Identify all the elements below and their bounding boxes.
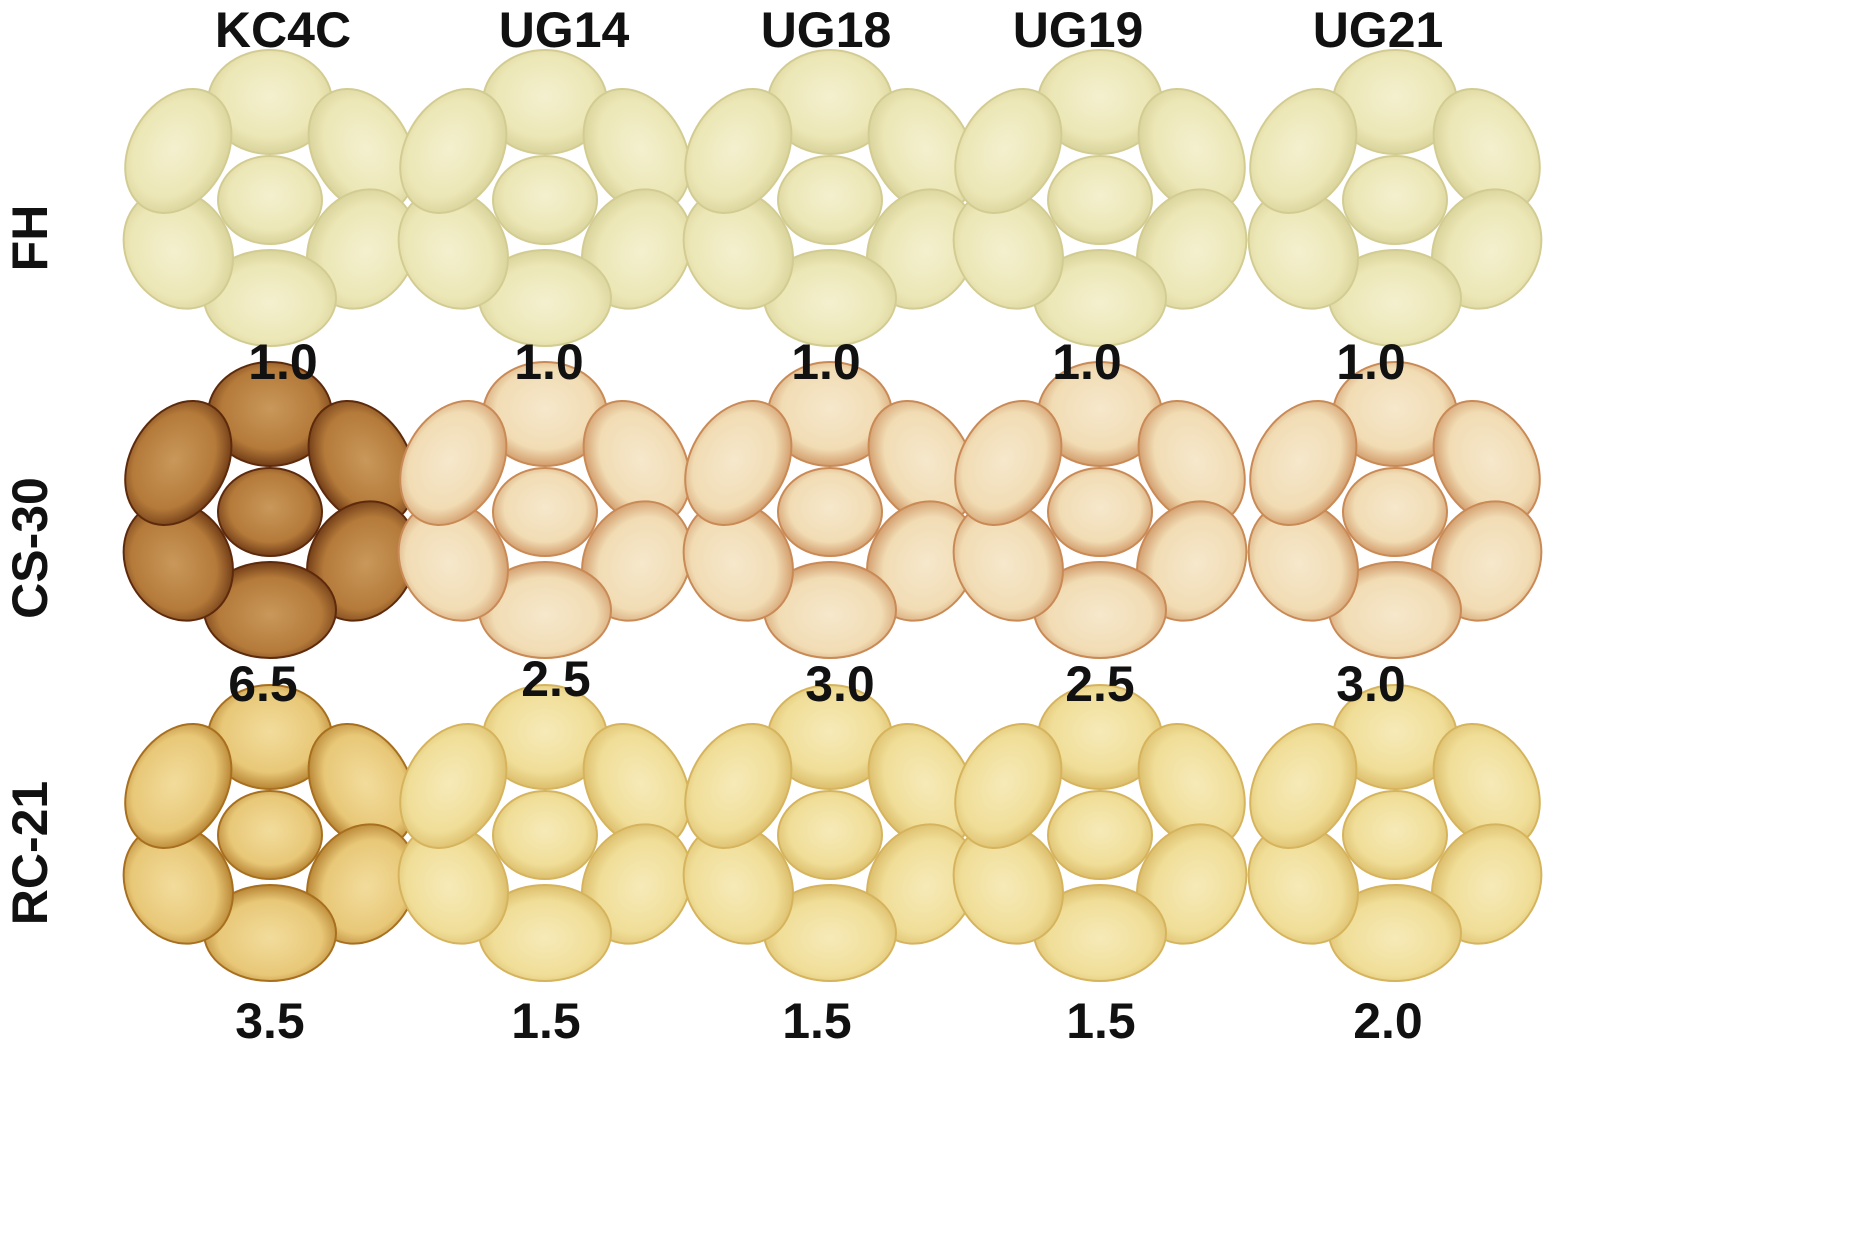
- chip-rosette-fh-ug14: [397, 49, 693, 347]
- chip-rosette-fh-ug21: [1247, 49, 1543, 347]
- chip-slice: [399, 400, 508, 526]
- score-rc21-ug14: 1.5: [511, 993, 581, 1049]
- chip-rosette-rc-21-ug19: [952, 684, 1248, 982]
- chip-rosette-rc-21-ug18: [682, 684, 978, 982]
- chip-rosette-fh-ug18: [682, 49, 978, 347]
- chip-rosette-fh-ug19: [952, 49, 1248, 347]
- chip-slice: [684, 723, 793, 849]
- chip-slice: [217, 790, 323, 880]
- chip-rosette-rc-21-kc4c: [122, 684, 418, 982]
- chip-slice: [1047, 155, 1153, 245]
- chip-rosette-cs-30-ug18: [682, 361, 978, 659]
- score-rc21-ug19: 1.5: [1066, 993, 1136, 1049]
- score-cs30-ug19: 2.5: [1065, 656, 1135, 712]
- chip-slice: [492, 155, 598, 245]
- chip-slice: [124, 88, 233, 214]
- chip-slice: [684, 88, 793, 214]
- column-label-ug18: UG18: [760, 2, 892, 58]
- chip-slice: [492, 467, 598, 557]
- chip-rosette-rc-21-ug14: [397, 684, 693, 982]
- column-label-kc4c: KC4C: [214, 2, 352, 58]
- chip-slice: [954, 400, 1063, 526]
- column-label-ug19: UG19: [1012, 2, 1144, 58]
- chip-slice: [1249, 400, 1358, 526]
- score-rc21-ug18: 1.5: [782, 993, 852, 1049]
- chip-slice: [1047, 790, 1153, 880]
- chip-slice: [1342, 155, 1448, 245]
- chip-rosette-cs-30-ug21: [1247, 361, 1543, 659]
- chip-slice: [954, 88, 1063, 214]
- score-cs30-ug21: 3.0: [1336, 656, 1406, 712]
- score-fh-ug14: 1.0: [514, 334, 584, 390]
- chip-slice: [1047, 467, 1153, 557]
- chip-slice: [124, 723, 233, 849]
- score-fh-ug19: 1.0: [1052, 334, 1122, 390]
- score-cs30-ug14: 2.5: [521, 651, 591, 707]
- chip-rosette-cs-30-kc4c: [122, 361, 418, 659]
- chip-slice: [1249, 88, 1358, 214]
- score-cs30-ug18: 3.0: [805, 656, 875, 712]
- chip-slice: [124, 400, 233, 526]
- score-fh-ug21: 1.0: [1336, 334, 1406, 390]
- chip-slice: [399, 88, 508, 214]
- score-rc21-ug21: 2.0: [1353, 993, 1423, 1049]
- chip-slice: [492, 790, 598, 880]
- column-label-ug21: UG21: [1312, 2, 1444, 58]
- chip-slice: [954, 723, 1063, 849]
- score-cs30-kc4c: 6.5: [228, 656, 298, 712]
- chip-slice: [777, 467, 883, 557]
- chip-slice: [777, 155, 883, 245]
- chip-rosette-rc-21-ug21: [1247, 684, 1543, 982]
- column-label-ug14: UG14: [498, 2, 630, 58]
- chip-slice: [399, 723, 508, 849]
- chip-slice: [217, 467, 323, 557]
- chip-slice: [1342, 790, 1448, 880]
- score-rc21-kc4c: 3.5: [235, 993, 305, 1049]
- chip-rosette-fh-kc4c: [122, 49, 418, 347]
- chip-slice: [777, 790, 883, 880]
- chip-rosette-cs-30-ug14: [397, 361, 693, 659]
- chip-slice: [217, 155, 323, 245]
- chip-slice: [1249, 723, 1358, 849]
- score-fh-kc4c: 1.0: [248, 334, 318, 390]
- chip-rosette-cs-30-ug19: [952, 361, 1248, 659]
- chip-slice: [684, 400, 793, 526]
- score-fh-ug18: 1.0: [791, 334, 861, 390]
- chip-slice: [1342, 467, 1448, 557]
